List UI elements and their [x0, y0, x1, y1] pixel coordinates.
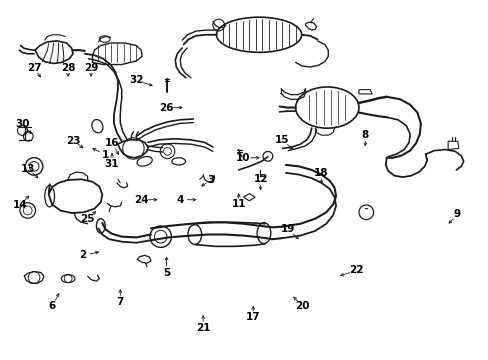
Text: 5: 5	[163, 268, 170, 278]
Text: 30: 30	[16, 120, 30, 129]
Text: 24: 24	[134, 195, 148, 205]
Text: 18: 18	[314, 168, 328, 178]
Text: 9: 9	[453, 209, 460, 219]
Text: 22: 22	[348, 265, 363, 275]
Text: 6: 6	[48, 301, 56, 311]
Text: 7: 7	[116, 297, 124, 307]
Text: 31: 31	[104, 159, 119, 169]
Text: 3: 3	[207, 175, 215, 185]
Text: 27: 27	[27, 63, 41, 73]
Text: 23: 23	[66, 136, 80, 145]
Text: 29: 29	[84, 63, 98, 73]
Text: 11: 11	[231, 199, 245, 210]
Text: 25: 25	[80, 214, 95, 224]
Text: 21: 21	[196, 323, 210, 333]
Text: 32: 32	[129, 75, 143, 85]
Text: 17: 17	[245, 312, 260, 322]
Text: 14: 14	[13, 200, 28, 210]
Text: 16: 16	[104, 139, 119, 148]
Text: 15: 15	[275, 135, 289, 145]
Text: 8: 8	[361, 130, 368, 140]
Text: 2: 2	[79, 250, 86, 260]
Text: 12: 12	[253, 174, 267, 184]
Text: 28: 28	[61, 63, 75, 73]
Text: 26: 26	[159, 103, 173, 113]
Text: 4: 4	[176, 195, 183, 205]
Text: 13: 13	[20, 163, 35, 174]
Text: 20: 20	[294, 301, 308, 311]
Text: 1: 1	[102, 150, 109, 160]
Text: 19: 19	[281, 225, 295, 234]
Text: 10: 10	[236, 153, 250, 163]
